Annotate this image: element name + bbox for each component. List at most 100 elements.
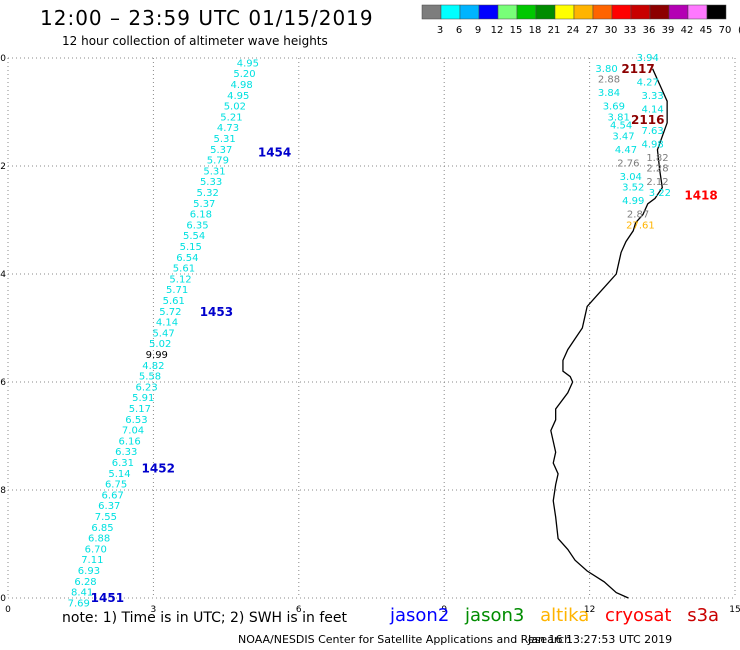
wave-height-label: 6.88 bbox=[88, 534, 110, 545]
wave-height-label: 8.41 bbox=[71, 588, 93, 599]
wave-height-label: 5.31 bbox=[214, 134, 236, 145]
wave-height-label: 5.72 bbox=[159, 307, 181, 318]
wave-height-label: 9.99 bbox=[146, 350, 168, 361]
wave-height-label: 5.12 bbox=[169, 274, 191, 285]
orbit-number-label: 2117 bbox=[621, 62, 654, 76]
wave-height-label: 2.12 bbox=[646, 177, 668, 188]
legend-altika: altika bbox=[540, 605, 590, 626]
wave-height-label: 3.84 bbox=[598, 88, 620, 99]
wave-height-label: 3.80 bbox=[595, 64, 617, 75]
wave-height-label: 6.23 bbox=[135, 382, 157, 393]
wave-height-label: 4.14 bbox=[641, 104, 663, 115]
wave-height-label: 6.54 bbox=[176, 253, 198, 264]
wave-height-label: 4.98 bbox=[641, 139, 663, 150]
colorbar-label: 15 bbox=[510, 25, 523, 36]
wave-height-label: 6.70 bbox=[85, 544, 107, 555]
wave-height-label: 3.04 bbox=[620, 172, 642, 183]
orbit-number-label: 2116 bbox=[631, 113, 664, 127]
legend-s3a: s3a bbox=[687, 605, 720, 626]
orbit-number-label: 1454 bbox=[258, 146, 291, 160]
wave-height-label: 3.69 bbox=[603, 102, 625, 113]
wave-height-label: 5.17 bbox=[129, 404, 151, 415]
y-tick-label: -16 bbox=[0, 378, 6, 388]
x-tick-label: 0 bbox=[5, 605, 11, 615]
wave-height-label: 5.02 bbox=[149, 339, 171, 350]
wave-height-label: 5.02 bbox=[224, 102, 246, 113]
y-tick-label: -14 bbox=[0, 270, 6, 280]
colorbar-label: 6 bbox=[456, 25, 462, 36]
colorbar-label: 9 bbox=[475, 25, 481, 36]
legend-jason2: jason2 bbox=[390, 605, 450, 626]
colorbar-label: 12 bbox=[491, 25, 504, 36]
wave-height-label: 7.55 bbox=[95, 512, 117, 523]
wave-height-label: 5.37 bbox=[210, 145, 232, 156]
wave-height-label: 4.14 bbox=[156, 318, 178, 329]
colorbar-label: 39 bbox=[662, 25, 675, 36]
wave-height-label: 2.28 bbox=[646, 164, 668, 175]
generated-timestamp: Jan 16 13:27:53 UTC 2019 bbox=[528, 633, 673, 646]
wave-height-label: 4.82 bbox=[142, 361, 164, 372]
chart-title: 12:00 – 23:59 UTC 01/15/2019 bbox=[40, 6, 374, 30]
wave-height-label: 7.11 bbox=[81, 555, 103, 566]
wave-height-label: 7.63 bbox=[641, 126, 663, 137]
wave-height-label: 6.93 bbox=[78, 566, 100, 577]
wave-height-label: 5.21 bbox=[220, 112, 242, 123]
y-tick-label: -12 bbox=[0, 162, 6, 172]
wave-height-label: 6.85 bbox=[91, 523, 113, 534]
credit-line: NOAA/NESDIS Center for Satellite Applica… bbox=[238, 633, 572, 646]
coastline bbox=[550, 68, 668, 599]
wave-height-label: 5.37 bbox=[193, 199, 215, 210]
wave-height-label: 6.28 bbox=[74, 577, 96, 588]
colorbar-label: 27 bbox=[586, 25, 599, 36]
wave-height-label: 2.88 bbox=[598, 75, 620, 86]
wave-height-label: 5.71 bbox=[166, 285, 188, 296]
wave-height-label: 4.27 bbox=[637, 77, 659, 88]
colorbar-unit: (ft) bbox=[738, 25, 740, 36]
wave-height-label: 4.95 bbox=[237, 58, 259, 69]
x-tick-label: 12 bbox=[584, 605, 595, 615]
wave-height-label: 6.31 bbox=[112, 458, 134, 469]
x-tick-label: 3 bbox=[151, 605, 157, 615]
wave-height-label: 5.54 bbox=[183, 231, 205, 242]
wave-height-label: 5.32 bbox=[197, 188, 219, 199]
orbit-number-label: 1418 bbox=[684, 189, 717, 203]
legend-cryosat: cryosat bbox=[605, 605, 672, 626]
wave-height-label: 3.22 bbox=[649, 188, 671, 199]
y-tick-label: -20 bbox=[0, 594, 6, 604]
wave-height-label: 7.04 bbox=[122, 426, 144, 437]
colorbar-swatch bbox=[706, 4, 727, 20]
wave-height-label: 5.47 bbox=[152, 328, 174, 339]
wave-height-label: 3.33 bbox=[641, 91, 663, 102]
wave-height-label: 5.61 bbox=[163, 296, 185, 307]
chart-subtitle: 12 hour collection of altimeter wave hei… bbox=[62, 34, 328, 48]
wave-height-label: 5.15 bbox=[180, 242, 202, 253]
colorbar-label: 21 bbox=[548, 25, 561, 36]
wave-height-label: 6.18 bbox=[190, 210, 212, 221]
colorbar-label: 33 bbox=[624, 25, 637, 36]
wave-height-label: 3.94 bbox=[637, 53, 659, 64]
x-tick-label: 6 bbox=[296, 605, 302, 615]
colorbar-label: 36 bbox=[643, 25, 656, 36]
legend-jason3: jason3 bbox=[465, 605, 525, 626]
wave-height-label: 6.16 bbox=[119, 436, 141, 447]
wave-height-label: 1.82 bbox=[646, 153, 668, 164]
wave-height-label: 4.73 bbox=[217, 123, 239, 134]
colorbar-label: 70 bbox=[719, 25, 732, 36]
y-tick-label: -10 bbox=[0, 54, 6, 64]
wave-height-label: 4.54 bbox=[610, 121, 632, 132]
wave-height-label: 4.99 bbox=[622, 196, 644, 207]
colorbar-label: 45 bbox=[700, 25, 713, 36]
orbit-number-label: 1451 bbox=[91, 591, 124, 605]
y-tick-label: -18 bbox=[0, 486, 6, 496]
wave-height-label: 6.53 bbox=[125, 415, 147, 426]
x-tick-label: 9 bbox=[441, 605, 447, 615]
footer-note: note: 1) Time is in UTC; 2) SWH is in fe… bbox=[62, 610, 348, 626]
wave-height-label: 6.33 bbox=[115, 447, 137, 458]
wave-height-label: 4.95 bbox=[227, 91, 249, 102]
wave-height-label: 5.14 bbox=[108, 469, 130, 480]
wave-height-label: 5.31 bbox=[203, 166, 225, 177]
wave-height-label: 5.79 bbox=[207, 156, 229, 167]
wave-height-label: 2.76 bbox=[617, 158, 639, 169]
